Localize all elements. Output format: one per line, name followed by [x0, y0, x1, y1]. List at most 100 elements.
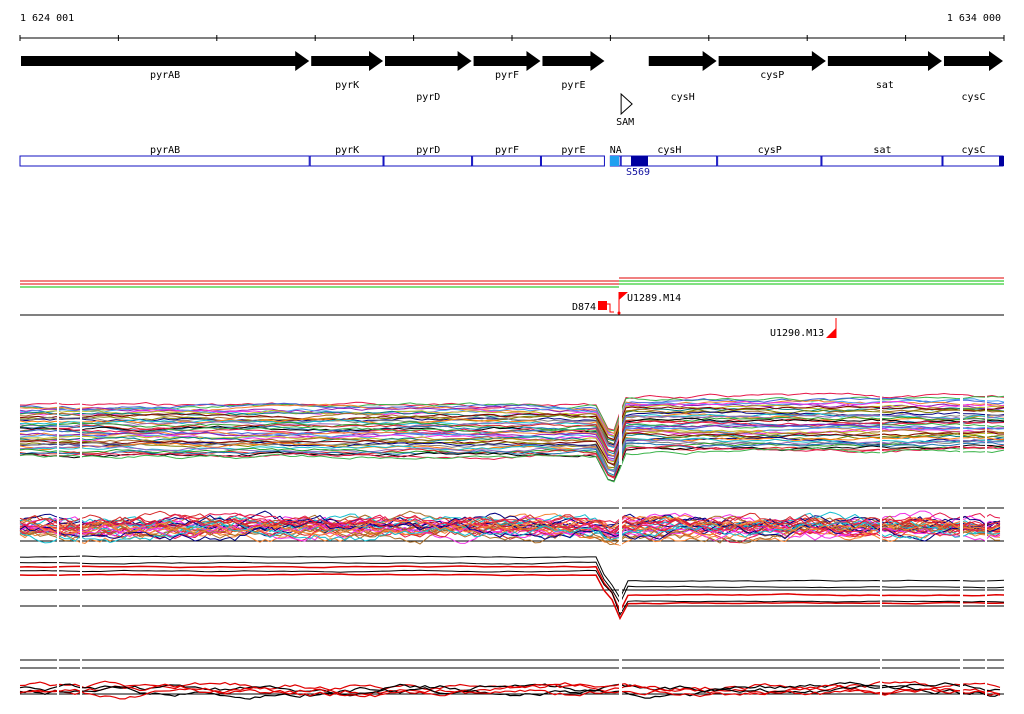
gene-label: cysP — [760, 70, 784, 81]
expression-trace — [19, 684, 1001, 700]
segment-box-sat[interactable] — [821, 155, 943, 167]
expression-trace — [19, 442, 1005, 478]
segment-label: sat — [873, 145, 891, 156]
data-gap — [57, 552, 59, 612]
expression-trace — [19, 405, 1005, 441]
segment-box-cysC[interactable] — [942, 155, 1004, 167]
segment-box-pyrK[interactable] — [309, 155, 384, 167]
segment-label: pyrF — [495, 145, 519, 156]
gene-arrow-cysH[interactable] — [648, 51, 717, 71]
segment-fill-dark — [999, 156, 1004, 166]
gene-label: cysH — [671, 92, 695, 103]
segment-label: cysP — [758, 145, 782, 156]
segment-box-pyrAB[interactable] — [19, 155, 310, 167]
riboswitch-label: SAM — [616, 117, 634, 128]
segment-fill-light — [610, 156, 619, 166]
segment-box-pyrF[interactable] — [472, 155, 541, 167]
marker-track[interactable]: D874 U1289.M14 U1290.M13 — [20, 277, 1004, 339]
expression-trace — [19, 520, 1001, 544]
data-gap — [880, 552, 882, 612]
expression-trace — [19, 412, 1005, 449]
riboswitch-track: SAM — [616, 92, 634, 128]
data-gap — [57, 395, 59, 465]
data-gap — [80, 656, 82, 700]
gene-arrow-pyrE[interactable] — [542, 51, 605, 71]
data-gap — [880, 500, 882, 545]
gene-arrow-pyrD[interactable] — [385, 51, 472, 71]
gene-arrow-sat[interactable] — [827, 51, 942, 71]
expression-trace — [19, 400, 1005, 437]
data-gap — [619, 500, 622, 545]
gene-arrow-cysP[interactable] — [718, 51, 826, 71]
segment-box-pyrD[interactable] — [383, 155, 473, 167]
marker-flag-icon[interactable] — [598, 301, 607, 310]
expression-trace — [19, 561, 1005, 605]
data-gap — [80, 395, 82, 465]
segment-mark-label: S569 — [626, 167, 650, 178]
expression-trace — [19, 436, 1005, 471]
marker-label[interactable]: U1289.M14 — [627, 293, 681, 304]
marker-label[interactable]: U1290.M13 — [770, 328, 824, 339]
gene-arrow-cysC[interactable] — [943, 51, 1003, 71]
expression-trace — [19, 418, 1005, 453]
marker-flag-icon[interactable] — [826, 328, 836, 338]
expression-trace — [19, 412, 1004, 448]
segment-box-cysH[interactable] — [620, 155, 718, 167]
expression-trace — [20, 408, 1005, 445]
gene-arrow-pyrK[interactable] — [311, 51, 384, 71]
expression-trace — [19, 515, 1001, 536]
segment-box-pyrE[interactable] — [540, 155, 605, 167]
expression-trace — [19, 441, 1005, 476]
marker-label[interactable]: D874 — [572, 302, 596, 313]
data-gap — [960, 395, 963, 465]
expression-trace — [19, 569, 1005, 616]
expression-trace — [19, 437, 1005, 471]
expression-track-variance — [19, 500, 1004, 546]
segment-label: cysH — [657, 145, 681, 156]
segment-box-cysP[interactable] — [717, 155, 822, 167]
expression-trace — [19, 555, 1005, 600]
data-gap — [57, 500, 59, 545]
expression-trace — [19, 683, 1001, 696]
data-gap — [985, 500, 987, 545]
marker-dot-icon — [617, 311, 621, 315]
expression-trace — [19, 688, 1001, 700]
expression-trace — [19, 428, 1005, 463]
expression-trace — [19, 433, 1005, 469]
gene-label: sat — [876, 80, 894, 91]
segment-label: NA — [610, 145, 622, 156]
data-gap — [985, 656, 987, 700]
gene-arrow-pyrF[interactable] — [473, 51, 541, 71]
segment-label: pyrD — [416, 145, 440, 156]
gene-track[interactable]: pyrAB pyrK pyrD pyrF pyrE cysH cysP sat cysC — [21, 51, 1003, 103]
expression-trace — [19, 397, 1005, 434]
gene-label: pyrE — [561, 80, 585, 91]
marker-flag-icon[interactable] — [619, 292, 628, 300]
data-gap — [80, 500, 82, 545]
segment-fill-dark — [631, 156, 648, 166]
expression-trace — [19, 510, 1001, 531]
coordinate-axis — [19, 35, 1005, 41]
segment-label: cysC — [961, 145, 985, 156]
expression-trace — [19, 680, 1001, 692]
segment-track[interactable]: pyrAB pyrK pyrD pyrF pyrE NA cysH cysP sat cysC S5… — [19, 145, 1004, 178]
expression-trace — [19, 512, 1001, 532]
expression-trace — [19, 521, 1001, 546]
gene-arrow-pyrAB[interactable] — [21, 51, 310, 71]
expression-track-all-conditions — [19, 392, 1005, 483]
segment-label: pyrK — [335, 145, 359, 156]
riboswitch-triangle-icon — [620, 92, 633, 116]
data-gap — [619, 395, 622, 465]
data-gap — [960, 656, 963, 700]
expression-track-selected — [19, 552, 1005, 621]
gene-label: cysC — [961, 92, 985, 103]
gene-label: pyrD — [416, 92, 440, 103]
data-gap — [960, 500, 963, 545]
expression-trace — [19, 565, 1005, 614]
expression-trace — [19, 395, 1005, 432]
data-gap — [619, 656, 622, 700]
marker-stem — [607, 303, 614, 313]
data-gap — [880, 395, 882, 465]
gene-label: pyrK — [335, 80, 359, 91]
